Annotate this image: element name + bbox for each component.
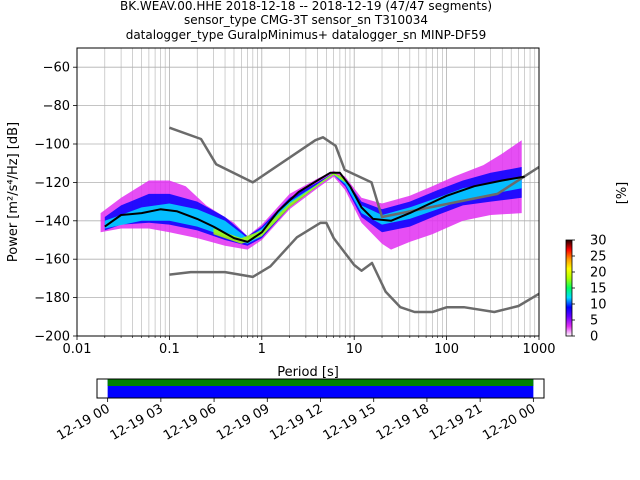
density-band bbox=[213, 172, 346, 244]
x-axis-ticks: 0.01 0.1 1 10 100 1000 bbox=[63, 336, 556, 357]
mode-curve bbox=[104, 171, 525, 243]
y-tick-label: −100 bbox=[34, 138, 70, 153]
y-axis-label: Power [m²/s⁴/Hz] [dB] bbox=[6, 122, 21, 262]
plot-frame bbox=[76, 47, 540, 337]
noise-model-lines bbox=[168, 126, 539, 314]
timeline-tick-label: 12-19 06 bbox=[161, 401, 219, 443]
colorbar-tick-label: 5 bbox=[590, 314, 598, 329]
ppsd-plot-area: 0.01 0.1 1 10 100 1000 −200 −180 −160 −140 −120 −1… bbox=[34, 47, 556, 357]
colorbar-tick-label: 10 bbox=[590, 298, 607, 313]
y-tick-label: −180 bbox=[34, 291, 70, 306]
x-tick-label: 100 bbox=[434, 342, 459, 357]
colorbar-tick-label: 20 bbox=[590, 266, 607, 281]
y-axis-ticks: −200 −180 −160 −140 −120 −100 −80 −60 bbox=[34, 61, 77, 345]
y-tick-label: −200 bbox=[34, 330, 70, 345]
colorbar-tick-label: 0 bbox=[590, 330, 598, 345]
colorbar-tick-label: 25 bbox=[590, 250, 607, 265]
mode-line bbox=[104, 171, 525, 243]
x-tick-label: 1 bbox=[258, 342, 266, 357]
colorbar-tick-label: 30 bbox=[590, 234, 607, 249]
timeline-tick-label: 12-19 12 bbox=[267, 401, 325, 443]
timeline-tick-label: 12-19 18 bbox=[374, 401, 432, 443]
timeline-tick-label: 12-19 00 bbox=[55, 401, 113, 443]
x-tick-label: 0.01 bbox=[63, 342, 92, 357]
title-line-2: sensor_type CMG-3T sensor_sn T310034 bbox=[184, 13, 428, 27]
x-tick-label: 0.1 bbox=[159, 342, 180, 357]
x-tick-label: 1000 bbox=[522, 342, 555, 357]
title-line-3: datalogger_type GuralpMinimus+ datalogge… bbox=[126, 28, 487, 42]
timeline-data-bar bbox=[107, 379, 534, 386]
timeline-tick-label: 12-19 09 bbox=[214, 401, 272, 443]
chart-title: BK.WEAV.00.HHE 2018-12-18 -- 2018-12-19 … bbox=[120, 0, 492, 42]
density-band bbox=[104, 172, 522, 244]
noise-model-upper bbox=[168, 126, 539, 219]
timeline-tick-label: 12-19 15 bbox=[321, 401, 379, 443]
y-tick-label: −120 bbox=[34, 176, 70, 191]
colorbar-scale bbox=[565, 239, 573, 337]
timeline-tick-label: 12-19 21 bbox=[427, 401, 485, 443]
noise-model-lower bbox=[169, 221, 539, 314]
colorbar-tick-label: 15 bbox=[590, 282, 607, 297]
colorbar-label: [%] bbox=[615, 182, 630, 205]
title-line-1: BK.WEAV.00.HHE 2018-12-18 -- 2018-12-19 … bbox=[120, 0, 492, 13]
y-tick-label: −80 bbox=[43, 99, 70, 114]
x-tick-label: 10 bbox=[346, 342, 363, 357]
timeline-tick-label: 12-20 00 bbox=[480, 401, 538, 443]
x-axis-label: Period [s] bbox=[277, 365, 339, 380]
y-tick-label: −160 bbox=[34, 253, 70, 268]
y-tick-label: −60 bbox=[43, 61, 70, 76]
y-tick-label: −140 bbox=[34, 214, 70, 229]
timeline-tick-label: 12-19 03 bbox=[108, 401, 166, 443]
